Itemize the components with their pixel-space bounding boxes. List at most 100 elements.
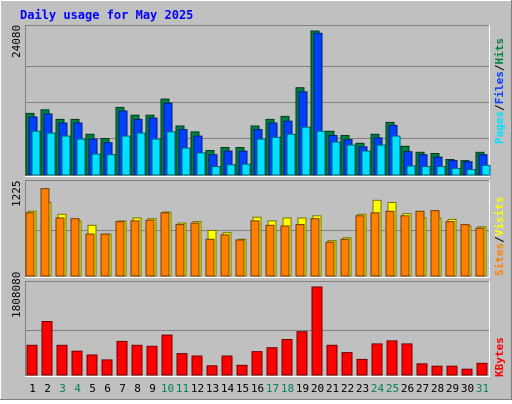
x-tick-label-day-24: 24 [371, 382, 385, 395]
legend-sites-visits: Sites/Visits [493, 197, 506, 277]
bar-kbytes-day-15 [236, 364, 248, 376]
sites-visits-panel [25, 180, 490, 278]
x-tick-label-day-23: 23 [356, 382, 369, 395]
x-tick-label-day-30: 30 [461, 382, 474, 395]
legend-text: Sites/Visits [493, 197, 506, 277]
bar-sites-day-10 [160, 212, 170, 277]
ymax-label-hits: 24080 [10, 25, 23, 58]
bar-pages-day-11 [181, 147, 191, 176]
bar-kbytes-day-25 [386, 340, 398, 376]
bar-sites-day-20 [310, 218, 320, 277]
bar-sites-day-11 [175, 224, 185, 277]
ymax-label-sites: 1225 [10, 181, 23, 208]
bar-sites-day-23 [355, 215, 365, 277]
bar-pages-day-21 [331, 141, 341, 176]
bar-pages-day-5 [91, 153, 101, 176]
x-tick-label-day-29: 29 [446, 382, 459, 395]
x-tick-label-day-28: 28 [431, 382, 444, 395]
legend-text: Pages/Files/Hits [493, 38, 506, 144]
bar-pages-day-4 [76, 138, 86, 176]
bar-kbytes-day-17 [266, 347, 278, 376]
bar-pages-day-31 [481, 164, 491, 176]
x-tick-label-day-20: 20 [311, 382, 324, 395]
bar-sites-day-9 [145, 219, 155, 277]
bar-sites-day-17 [265, 224, 275, 277]
bar-pages-day-18 [286, 133, 296, 176]
bar-kbytes-day-11 [176, 353, 188, 376]
bar-kbytes-day-8 [131, 344, 143, 376]
bar-sites-day-15 [235, 239, 245, 277]
bar-sites-day-22 [340, 238, 350, 277]
bar-sites-day-12 [190, 222, 200, 277]
bar-pages-day-12 [196, 152, 206, 176]
legend-separator: / [493, 104, 506, 111]
bar-kbytes-day-19 [296, 331, 308, 376]
bar-pages-day-23 [361, 150, 371, 176]
x-tick-label-day-16: 16 [251, 382, 264, 395]
x-tick-label-day-5: 5 [89, 382, 96, 395]
bar-sites-day-3 [55, 217, 65, 277]
x-tick-label-day-2: 2 [44, 382, 51, 395]
bar-kbytes-day-14 [221, 355, 233, 376]
bar-kbytes-day-9 [146, 345, 158, 376]
bar-sites-day-14 [220, 234, 230, 277]
bar-pages-day-15 [241, 163, 251, 176]
x-tick-label-day-1: 1 [29, 382, 36, 395]
bar-kbytes-day-10 [161, 334, 173, 376]
bar-sites-day-5 [85, 233, 95, 277]
x-tick-label-day-19: 19 [296, 382, 309, 395]
bar-sites-day-7 [115, 221, 125, 277]
bar-sites-day-13 [205, 238, 215, 277]
bar-kbytes-day-21 [326, 344, 338, 376]
bar-pages-day-1 [31, 130, 41, 176]
bar-sites-day-4 [70, 218, 80, 277]
bar-sites-day-28 [430, 210, 440, 277]
bar-kbytes-day-26 [401, 343, 413, 376]
bar-kbytes-day-12 [191, 355, 203, 376]
bar-kbytes-day-29 [446, 365, 458, 376]
bar-pages-day-2 [46, 132, 56, 176]
x-tick-label-day-18: 18 [281, 382, 294, 395]
bar-sites-day-1 [25, 212, 35, 277]
bar-pages-day-29 [451, 167, 461, 176]
x-tick-label-day-8: 8 [134, 382, 141, 395]
bar-sites-day-18 [280, 225, 290, 277]
bar-kbytes-day-22 [341, 352, 353, 376]
bar-pages-day-17 [271, 136, 281, 176]
bar-sites-day-8 [130, 220, 140, 277]
bar-pages-day-20 [316, 130, 326, 176]
bar-pages-day-26 [406, 165, 416, 176]
x-tick-label-day-17: 17 [266, 382, 279, 395]
bar-pages-day-7 [121, 135, 131, 176]
bar-kbytes-day-7 [116, 340, 128, 376]
bar-kbytes-day-23 [356, 358, 368, 376]
hits-files-pages-panel [25, 25, 491, 177]
legend-item-sites: Sites [493, 243, 506, 276]
x-tick-label-day-21: 21 [326, 382, 339, 395]
bar-kbytes-day-2 [41, 321, 53, 376]
bar-sites-day-16 [250, 220, 260, 277]
x-tick-label-day-10: 10 [161, 382, 174, 395]
bar-pages-day-3 [61, 135, 71, 176]
bar-kbytes-day-3 [56, 344, 68, 376]
bar-kbytes-day-27 [416, 363, 428, 376]
x-tick-label-day-27: 27 [416, 382, 429, 395]
legend-item-kbytes: KBytes [493, 337, 506, 377]
x-tick-label-day-6: 6 [104, 382, 111, 395]
bar-sites-day-24 [370, 212, 380, 277]
bar-pages-day-19 [301, 126, 311, 176]
legend-item-visits: Visits [493, 197, 506, 237]
x-tick-label-day-9: 9 [149, 382, 156, 395]
bar-sites-day-29 [445, 221, 455, 277]
bar-kbytes-day-30 [461, 368, 473, 376]
bar-kbytes-day-16 [251, 351, 263, 376]
legend-item-files: Files [493, 71, 506, 104]
x-tick-label-day-31: 31 [476, 382, 489, 395]
legend-separator: / [493, 236, 506, 243]
legend-separator: / [493, 64, 506, 71]
bar-sites-day-27 [415, 210, 425, 277]
kbytes-panel [25, 281, 490, 377]
bar-sites-day-26 [400, 215, 410, 277]
